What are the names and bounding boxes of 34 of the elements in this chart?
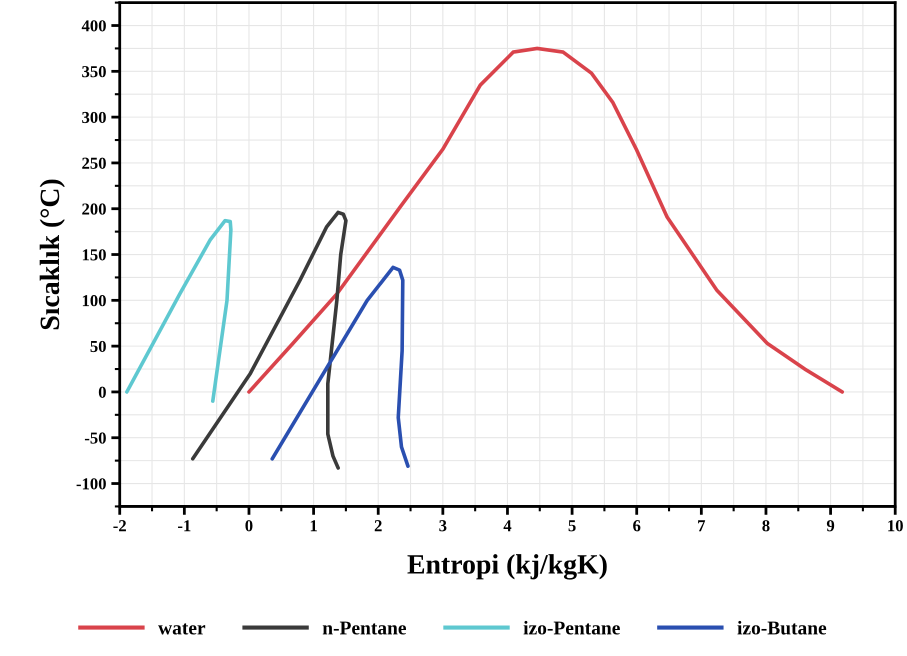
x-tick-label: -2	[113, 520, 126, 532]
x-tick-label: -1	[178, 520, 190, 532]
x-tick-label: 10	[888, 520, 903, 532]
x-tick-label: 7	[698, 520, 706, 532]
y-tick-label: 250	[82, 158, 106, 169]
line-series	[190, 210, 348, 470]
x-axis-title: Entropi (kj/kgK)	[407, 554, 607, 580]
x-tick-label: 6	[633, 520, 640, 532]
x-tick-label: 4	[504, 520, 512, 532]
legend-label: izo-Butane	[737, 620, 826, 635]
y-tick-label: 350	[82, 66, 106, 78]
line-series	[125, 218, 233, 403]
y-tick-label: 300	[82, 112, 106, 124]
y-axis-title: Sıcaklık (°C)	[40, 180, 65, 330]
x-tick-label: 8	[762, 520, 770, 532]
y-tick-label: -100	[76, 478, 106, 490]
x-tick-label: 3	[439, 520, 446, 532]
x-tick-label: 9	[826, 520, 834, 532]
y-tick-label: 100	[82, 295, 106, 306]
legend-label: izo-Pentane	[524, 620, 620, 635]
line-series	[247, 46, 844, 394]
x-tick-label: 0	[245, 520, 253, 532]
y-tick-label: 50	[90, 340, 106, 352]
y-tick-label: 400	[82, 20, 106, 32]
y-tick-label: 0	[98, 386, 106, 398]
y-tick-label: 200	[82, 203, 106, 215]
y-tick-label: 150	[82, 249, 106, 260]
line-series	[270, 266, 410, 468]
y-tick-label: -50	[84, 432, 106, 444]
legend-label: water	[158, 623, 206, 635]
x-tick-label: 2	[374, 520, 382, 532]
legend-label: n-Pentane	[322, 622, 406, 635]
x-tick-label: 1	[310, 520, 317, 532]
x-tick-label: 5	[568, 520, 576, 532]
